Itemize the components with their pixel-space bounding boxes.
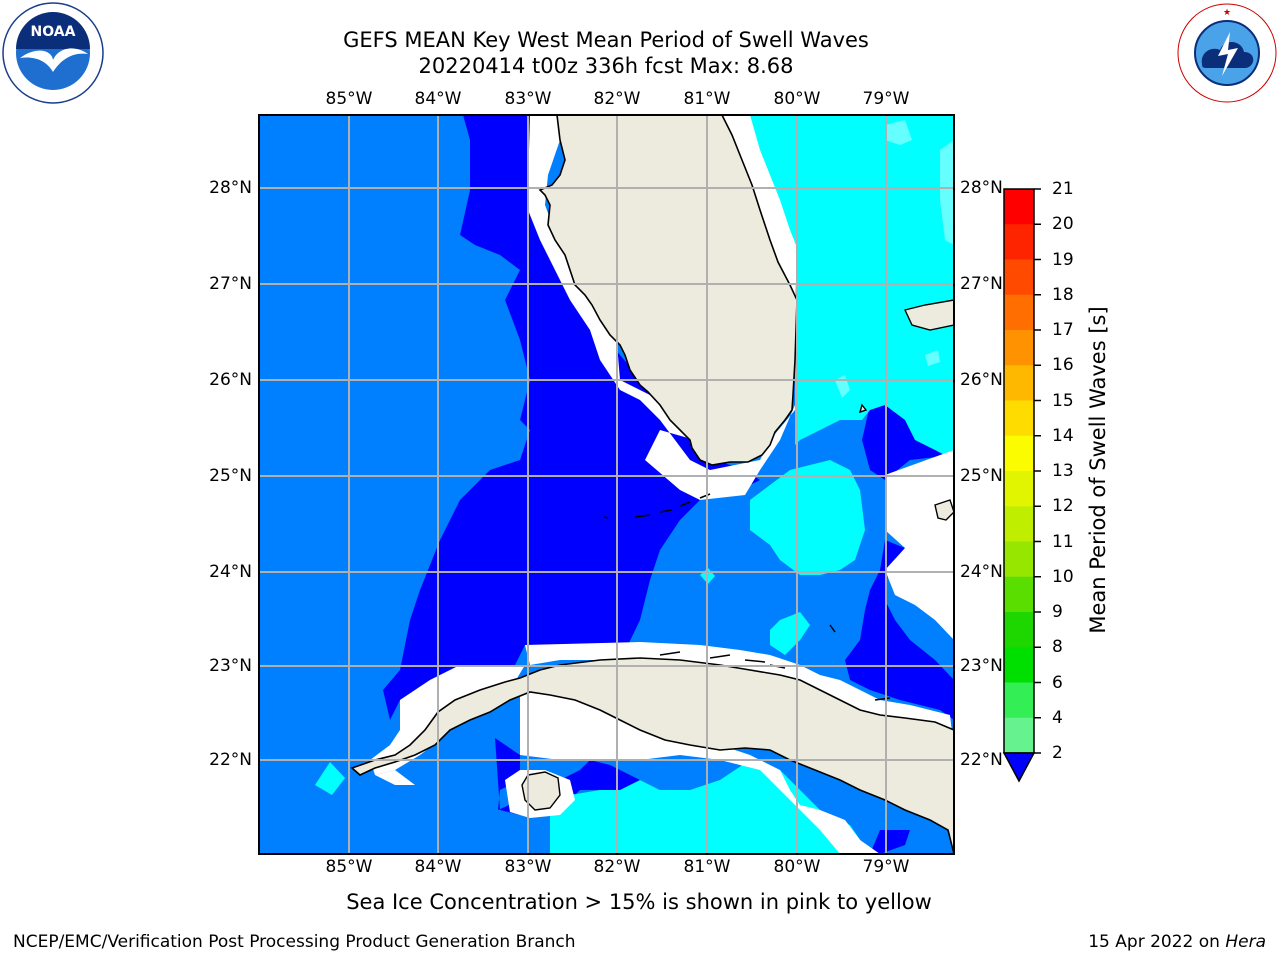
light-cyan-patch-right: [925, 350, 940, 366]
lat-label-left: 27°N: [209, 274, 252, 294]
svg-text:★: ★: [1223, 8, 1231, 18]
land-keys: [603, 493, 711, 519]
colorbar-tick-label: 20: [1052, 214, 1074, 235]
dark-blue-region-se: [870, 830, 910, 854]
land-cuba: [350, 657, 954, 854]
colorbar-extend-triangle: [1002, 752, 1036, 783]
colorbar-segment: [1004, 330, 1034, 366]
colorbar-segment: [1004, 717, 1034, 754]
colorbar-tick-label: 8: [1052, 637, 1063, 658]
colorbar-tick-label: 2: [1052, 743, 1063, 763]
colorbar-tick-label: 12: [1052, 496, 1074, 517]
colorbar-segment: [1004, 294, 1034, 331]
lat-label-left: 24°N: [209, 562, 252, 582]
land-isle-of-youth: [521, 771, 561, 811]
footer-date: 15 Apr 2022 on Hera: [1088, 932, 1266, 952]
nodata-east-coast: [885, 450, 954, 640]
lat-label-left: 28°N: [209, 178, 252, 198]
colorbar-tick-label: 14: [1052, 425, 1074, 446]
sea-ice-note: Sea Ice Concentration > 15% is shown in …: [346, 890, 932, 914]
lat-label-right: 24°N: [960, 562, 1003, 582]
colorbar-segment: [1004, 576, 1034, 613]
colorbar: [1004, 189, 1034, 754]
colorbar-segment: [1004, 189, 1034, 225]
cyan-region-florida-straits: [750, 460, 865, 575]
colorbar-tick-label: 11: [1052, 531, 1074, 552]
lat-label-left: 26°N: [209, 370, 252, 390]
map-title: GEFS MEAN Key West Mean Period of Swell …: [343, 28, 869, 52]
colorbar-segment: [1004, 400, 1034, 437]
colorbar-segment: [1004, 682, 1034, 719]
lat-label-right: 22°N: [960, 750, 1003, 770]
lat-label-left: 22°N: [209, 750, 252, 770]
lon-label-top: 84°W: [414, 89, 462, 109]
map-subtitle: 20220414 t00z 336h fcst Max: 8.68: [418, 54, 794, 78]
gridlines: [259, 115, 954, 854]
map-frame: [258, 114, 955, 855]
colorbar-tick-label: 16: [1052, 355, 1074, 376]
lat-label-right: 25°N: [960, 466, 1003, 486]
nodata-cuba-south: [520, 690, 880, 854]
colorbar-tick-label: 4: [1052, 707, 1063, 728]
lon-label-bottom: 80°W: [773, 857, 821, 877]
colorbar-segment: [1004, 506, 1034, 542]
colorbar-tick-label: 9: [1052, 602, 1063, 622]
colorbar-segment: [1004, 471, 1034, 507]
nws-logo: ★: [1177, 3, 1277, 103]
colorbar-tick-label: 15: [1052, 390, 1074, 411]
colorbar-segment: [1004, 612, 1034, 648]
lon-label-bottom: 81°W: [683, 857, 731, 877]
cyan-region-cuba-south: [550, 760, 870, 854]
lon-label-top: 83°W: [504, 89, 552, 109]
lon-label-bottom: 83°W: [504, 857, 552, 877]
svg-text:NOAA: NOAA: [31, 24, 76, 40]
footer-host: Hera: [1225, 932, 1266, 952]
colorbar-tick-label: 17: [1052, 320, 1074, 340]
footer-credit: NCEP/EMC/Verification Post Processing Pr…: [13, 932, 576, 952]
colorbar-segment: [1004, 435, 1034, 472]
light-cyan-patch-ne: [885, 120, 912, 145]
land-bahamas: [858, 299, 954, 521]
cyan-region-cuba-north: [770, 612, 810, 655]
lon-label-bottom: 84°W: [414, 857, 462, 877]
light-cyan-patch-east: [940, 140, 954, 245]
lat-label-left: 23°N: [209, 656, 252, 676]
colorbar-tick-label: 18: [1052, 284, 1074, 305]
lon-label-top: 85°W: [325, 89, 373, 109]
colorbar-label: Mean Period of Swell Waves [s]: [1086, 306, 1110, 634]
colorbar-tick-label: 6: [1052, 672, 1063, 693]
cyan-region-west: [315, 762, 345, 795]
lat-label-right: 27°N: [960, 274, 1003, 294]
lat-label-left: 25°N: [209, 466, 252, 486]
colorbar-tick-label: 10: [1052, 566, 1074, 587]
lon-label-top: 81°W: [683, 89, 731, 109]
lon-label-bottom: 85°W: [325, 857, 373, 877]
lon-label-bottom: 79°W: [862, 857, 910, 877]
cyan-region-atlantic: [750, 115, 954, 460]
dark-blue-region-gulf: [383, 115, 760, 720]
colorbar-tick-label: 21: [1052, 179, 1074, 199]
colorbar-segment: [1004, 259, 1034, 296]
dark-blue-region-bahamas: [845, 540, 954, 720]
colorbar-tick-label: 19: [1052, 249, 1074, 270]
colorbar-segment: [1004, 647, 1034, 683]
lon-label-top: 82°W: [593, 89, 641, 109]
colorbar-tick-label: 13: [1052, 461, 1074, 481]
colorbar-segment: [1004, 541, 1034, 578]
lat-label-right: 26°N: [960, 370, 1003, 390]
nodata-west-tip: [375, 770, 415, 785]
lat-label-right: 23°N: [960, 656, 1003, 676]
lon-label-bottom: 82°W: [593, 857, 641, 877]
colorbar-segment: [1004, 224, 1034, 260]
noaa-logo: NOAA: [2, 2, 104, 104]
nodata-west-florida: [528, 115, 798, 500]
lat-label-right: 28°N: [960, 178, 1003, 198]
colorbar-segment: [1004, 365, 1034, 401]
lon-label-top: 79°W: [862, 89, 910, 109]
colorbar-ticks: [1034, 188, 1041, 754]
lon-label-top: 80°W: [773, 89, 821, 109]
